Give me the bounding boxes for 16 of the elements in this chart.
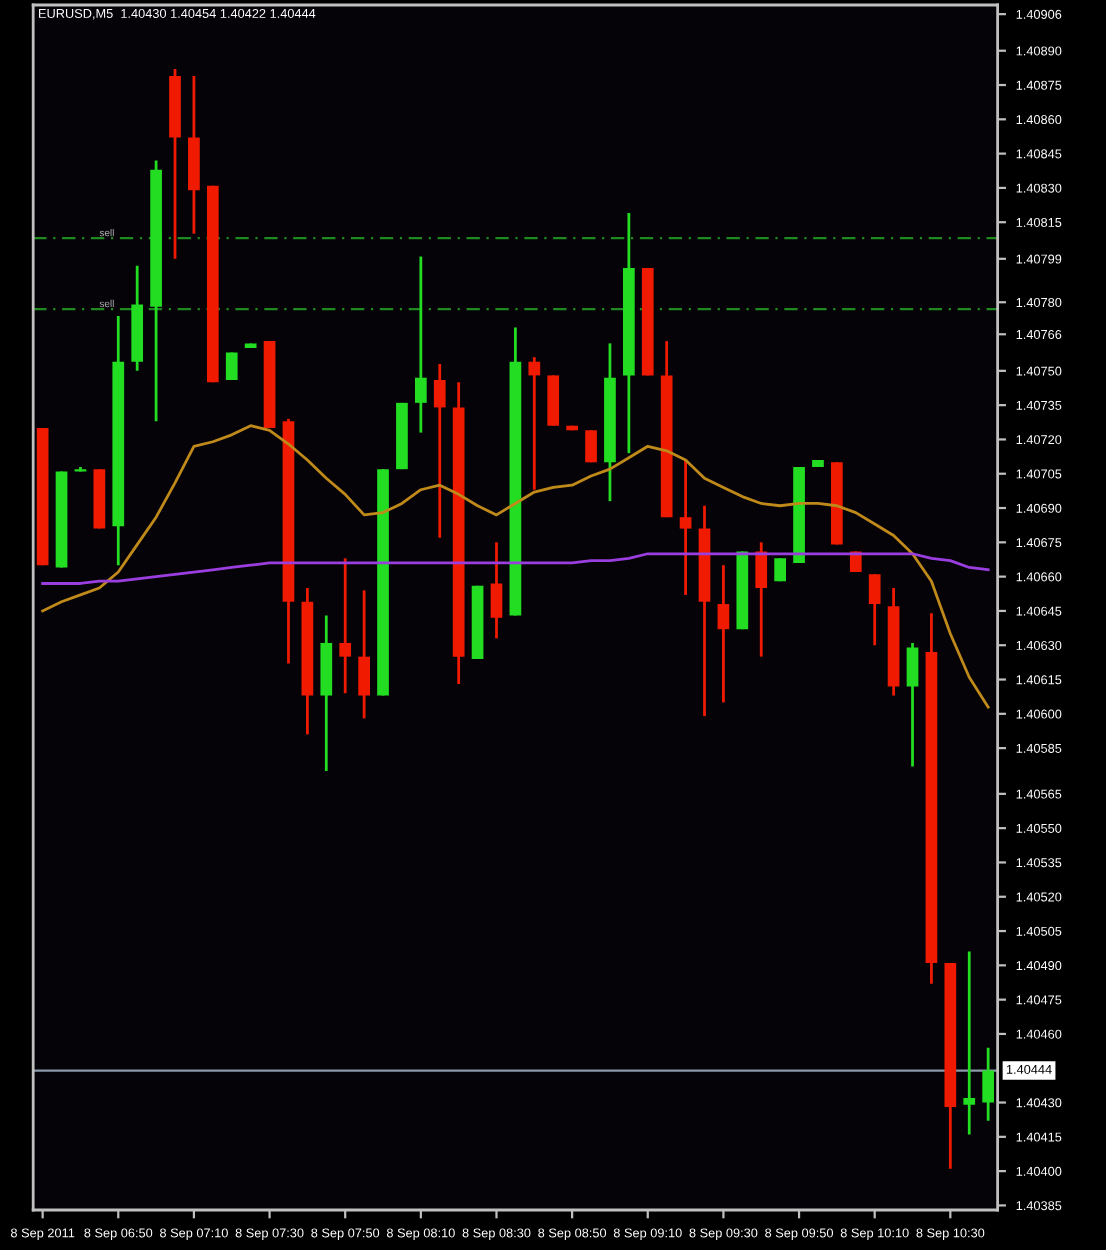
candlestick	[679, 458, 692, 597]
candlestick	[433, 362, 446, 540]
candlestick	[906, 641, 919, 768]
candlestick	[585, 428, 597, 464]
candlestick	[982, 1046, 995, 1123]
line-series	[41, 424, 990, 709]
candlestick	[358, 588, 370, 720]
candlestick	[868, 572, 881, 647]
candlestick	[225, 351, 238, 382]
candlestick	[528, 355, 541, 492]
candlestick	[963, 950, 976, 1136]
candlestick	[717, 563, 730, 704]
candlestick	[755, 540, 768, 659]
candlestick	[490, 540, 503, 640]
candlestick	[414, 255, 427, 434]
candlestick	[339, 556, 352, 695]
